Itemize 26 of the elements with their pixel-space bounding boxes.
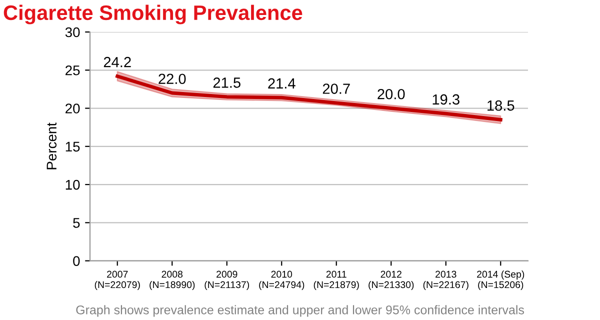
y-tick-label: 15 [66,142,80,152]
x-tick-label: 2010 (N=24794) [259,270,304,290]
data-label: 21.5 [213,78,240,88]
data-label: 20.7 [322,84,350,94]
x-tick-label: 2014 (Sep) (N=15206) [477,270,524,290]
data-label: 18.5 [488,100,514,111]
y-tick-label: 30 [65,27,80,38]
y-tick-label: 10 [66,180,80,190]
x-tick-label: 2008 (N=18990) [150,270,195,290]
x-tick-label: 2009 (N=21137) [204,270,250,290]
chart-title: Cigarette Smoking Prevalence [4,4,302,24]
y-tick-label: 20 [66,104,80,114]
data-label: 24.2 [104,56,131,68]
x-tick-label: 2011 (N=21879) [314,270,359,290]
data-label: 20.0 [378,88,405,100]
y-tick-label: 0 [73,256,80,266]
data-label: 21.4 [268,78,296,88]
x-tick-label: 2007 (N=22079) [94,270,140,290]
text: Graph shows prevalence estimate and upper and lower 95% confidence intervals [76,305,524,317]
data-label: 19.3 [432,94,460,105]
x-tick-label: 2012 (N=21330) [368,270,414,290]
y-axis-title: Percent [46,122,57,170]
y-tick-label: 5 [73,218,80,228]
x-tick-label: 2013 (N=22167) [423,270,468,290]
data-label: 22.0 [158,74,186,84]
y-tick-label: 25 [66,65,80,76]
